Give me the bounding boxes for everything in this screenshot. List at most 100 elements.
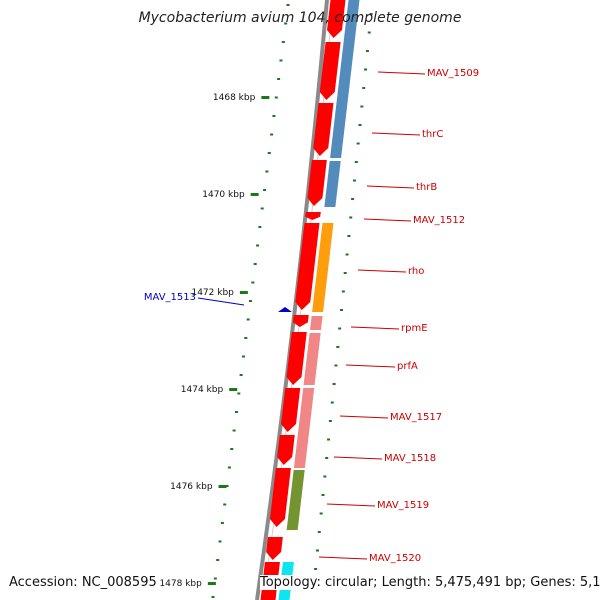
tick-dot (265, 170, 269, 173)
gene-arrow (305, 212, 321, 220)
gene-label: prfA (397, 361, 418, 372)
tick-dot (263, 189, 267, 191)
gene-label: MAV_1519 (377, 500, 429, 511)
outer-tick-dot (340, 309, 343, 311)
outer-tick-dot (336, 346, 340, 348)
gene-label: thrB (416, 182, 437, 193)
outer-tick-dot (325, 457, 329, 459)
outer-tick-dot (321, 494, 325, 496)
tick-dot (246, 318, 250, 321)
gene-label-leader (377, 71, 426, 75)
outer-tick-dot (369, 13, 373, 15)
tick-dot (251, 281, 255, 284)
tick-dot (241, 355, 245, 358)
tick-dot (256, 244, 260, 247)
page-title: Mycobacterium avium 104, complete genome (138, 10, 462, 26)
gene-label-leader (363, 218, 412, 222)
gene-label-leader (357, 269, 407, 273)
outer-tick-dot (317, 531, 321, 533)
outer-tick-dot (347, 235, 351, 237)
reverse-gene-label: MAV_1513 (144, 292, 196, 303)
outer-tick-dot (351, 198, 355, 200)
outer-tick-dot (358, 124, 362, 126)
gene-label: MAV_1517 (390, 412, 442, 423)
gene-label-leader (366, 185, 415, 189)
gene-label: MAV_1520 (369, 553, 421, 564)
outer-tick-dot (328, 420, 332, 422)
gene-label-leader (318, 556, 368, 560)
tick-dot (270, 133, 274, 136)
gene-label-leader (345, 364, 396, 368)
cog-track (278, 0, 360, 600)
outer-tick-dot (332, 383, 336, 385)
tick-dot (232, 429, 236, 432)
tick-dot (213, 577, 217, 580)
outer-tick-dot (365, 50, 369, 52)
outer-tick-dot (323, 475, 327, 478)
outer-tick-dot (367, 31, 371, 34)
tick-dot (237, 392, 241, 395)
gene-track (260, 0, 346, 600)
tick-mark (261, 96, 270, 99)
outer-tick-dot (352, 179, 356, 182)
outer-tick-dot (330, 401, 334, 404)
tick-label: 1478 kbp (159, 579, 202, 589)
gene-label: MAV_1518 (384, 453, 436, 464)
cog-segment (286, 470, 305, 530)
outer-tick-dot (343, 272, 347, 274)
cog-segment (310, 316, 323, 330)
tick-dot (227, 466, 231, 469)
tick-dot (249, 300, 252, 302)
tick-dot (258, 226, 262, 228)
outer-tick-dot (338, 327, 342, 330)
gene-label: rho (408, 266, 424, 277)
cog-segment (303, 333, 321, 385)
outer-tick-dot (354, 161, 358, 163)
outer-tick-dot (327, 438, 331, 441)
tick-dot (211, 596, 215, 598)
tick-dot (279, 59, 283, 62)
tick-dot (260, 207, 264, 210)
gene-arrow (319, 42, 341, 100)
outer-tick-dot (334, 364, 338, 367)
tick-mark (250, 193, 259, 196)
outer-tick-dot (364, 68, 368, 71)
outer-tick-dot (315, 549, 319, 552)
tick-dot (220, 522, 224, 524)
gene-label: rpmE (401, 323, 428, 334)
reverse-gene-leader (197, 297, 245, 306)
tick-dot (286, 4, 290, 6)
accession-text: Accession: NC_008595 (9, 575, 157, 590)
genome-summary-text: Topology: circular; Length: 5,475,491 bp… (260, 575, 600, 590)
gene-arrow (313, 103, 334, 156)
tick-track: 1468 kbp 1470 kbp 1472 kbp 1474 kbp 1476 kbp… (159, 4, 373, 598)
tick-label: 1474 kbp (181, 385, 224, 395)
gene-label-leader (371, 132, 421, 136)
tick-mark (239, 291, 248, 294)
gene-arrow (307, 160, 327, 206)
tick-label: 1468 kbp (213, 93, 256, 103)
gene-label-leader (326, 503, 376, 507)
tick-dot (239, 374, 243, 376)
tick-label: 1470 kbp (202, 190, 245, 200)
outer-tick-dot (345, 253, 349, 256)
tick-dot (253, 263, 257, 265)
tick-dot (277, 78, 281, 80)
gene-arrow (269, 468, 291, 527)
gene-label: MAV_1512 (413, 215, 465, 226)
gene-arrow (295, 223, 320, 310)
outer-tick-dot (360, 105, 364, 108)
tick-dot (218, 540, 222, 543)
outer-tick-dot (341, 290, 345, 293)
outer-tick-dot (314, 568, 318, 570)
gene-arrow (281, 388, 301, 432)
outer-tick-dot (319, 512, 323, 515)
reverse-gene-arrow (278, 307, 292, 312)
cog-segment (293, 388, 315, 468)
cog-segment (324, 161, 341, 207)
gene-label-leader (339, 415, 389, 419)
gene-label-leader (333, 456, 383, 460)
outer-tick-dot (356, 142, 360, 145)
